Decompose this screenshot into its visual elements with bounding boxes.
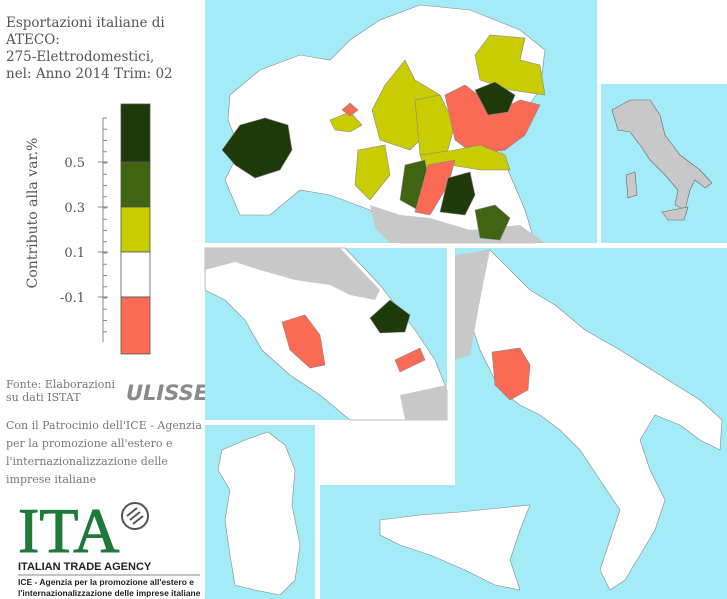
map-overview	[601, 84, 727, 243]
title-line: 275-Elettrodomestici,	[6, 49, 154, 65]
map-center	[204, 247, 448, 421]
patronage-line: Con il Patrocinio dell'ICE - Agenzia	[6, 419, 202, 432]
ita-subtitle: l'internazionalizzazione delle imprese i…	[18, 588, 201, 598]
land	[379, 504, 531, 591]
province	[491, 347, 531, 401]
legend-band	[120, 251, 151, 298]
legend-band	[120, 206, 151, 253]
ita-subtitle: ICE - Agenzia per la promozione all'este…	[18, 577, 194, 587]
title-line: ATECO:	[5, 32, 60, 48]
province	[474, 204, 511, 241]
ulisse-logo: ULISSE	[126, 381, 209, 405]
patronage-line: per la promozione all'estero e	[6, 437, 172, 450]
land	[204, 247, 448, 421]
province	[474, 81, 516, 116]
land	[461, 249, 723, 591]
ita-logo: ITA ITALIAN TRADE AGENCY ICE - Agenzia p…	[18, 495, 201, 599]
legend-band	[120, 161, 151, 208]
legend-tick-label: 0.5	[64, 156, 85, 171]
province	[439, 171, 476, 216]
land	[217, 431, 301, 596]
source-line: su dati ISTAT	[6, 391, 81, 404]
sardinia	[625, 171, 638, 199]
title-line: nel: Anno 2014 Trim: 02	[6, 66, 173, 82]
legend-tick-label: 0.3	[64, 201, 85, 216]
legend: 0.5 0.3 0.1 -0.1 Contributo alla var.%	[25, 103, 151, 355]
patronage-line: l'internazionalizzazione delle	[6, 455, 168, 468]
province	[221, 117, 293, 179]
land-grey	[400, 385, 447, 420]
province	[414, 94, 456, 161]
province	[369, 299, 411, 334]
title-line: Esportazioni italiane di	[6, 15, 165, 31]
map-north	[205, 0, 597, 244]
patronage-line: imprese italiane	[6, 473, 96, 486]
ita-name: ITALIAN TRADE AGENCY	[18, 561, 152, 573]
province	[341, 102, 359, 117]
map-sicily	[320, 485, 542, 599]
province	[281, 314, 326, 369]
province	[394, 347, 426, 373]
legend-tick-label: -0.1	[60, 291, 85, 306]
italy	[611, 99, 713, 211]
legend-band	[120, 103, 151, 163]
land-grey	[205, 248, 380, 300]
province	[414, 159, 456, 216]
land-grey	[455, 250, 490, 360]
map-sardinia	[205, 425, 315, 599]
source-line: Fonte: Elaborazioni	[6, 378, 115, 391]
legend-tick-label: 0.1	[64, 246, 85, 261]
ita-mark: ITA	[18, 495, 120, 566]
sicily	[661, 206, 689, 221]
legend-band	[120, 296, 151, 355]
province	[354, 144, 391, 201]
legend-label: Contributo alla var.%	[25, 138, 41, 289]
province	[474, 34, 546, 96]
ita-icon-lines	[126, 507, 144, 525]
